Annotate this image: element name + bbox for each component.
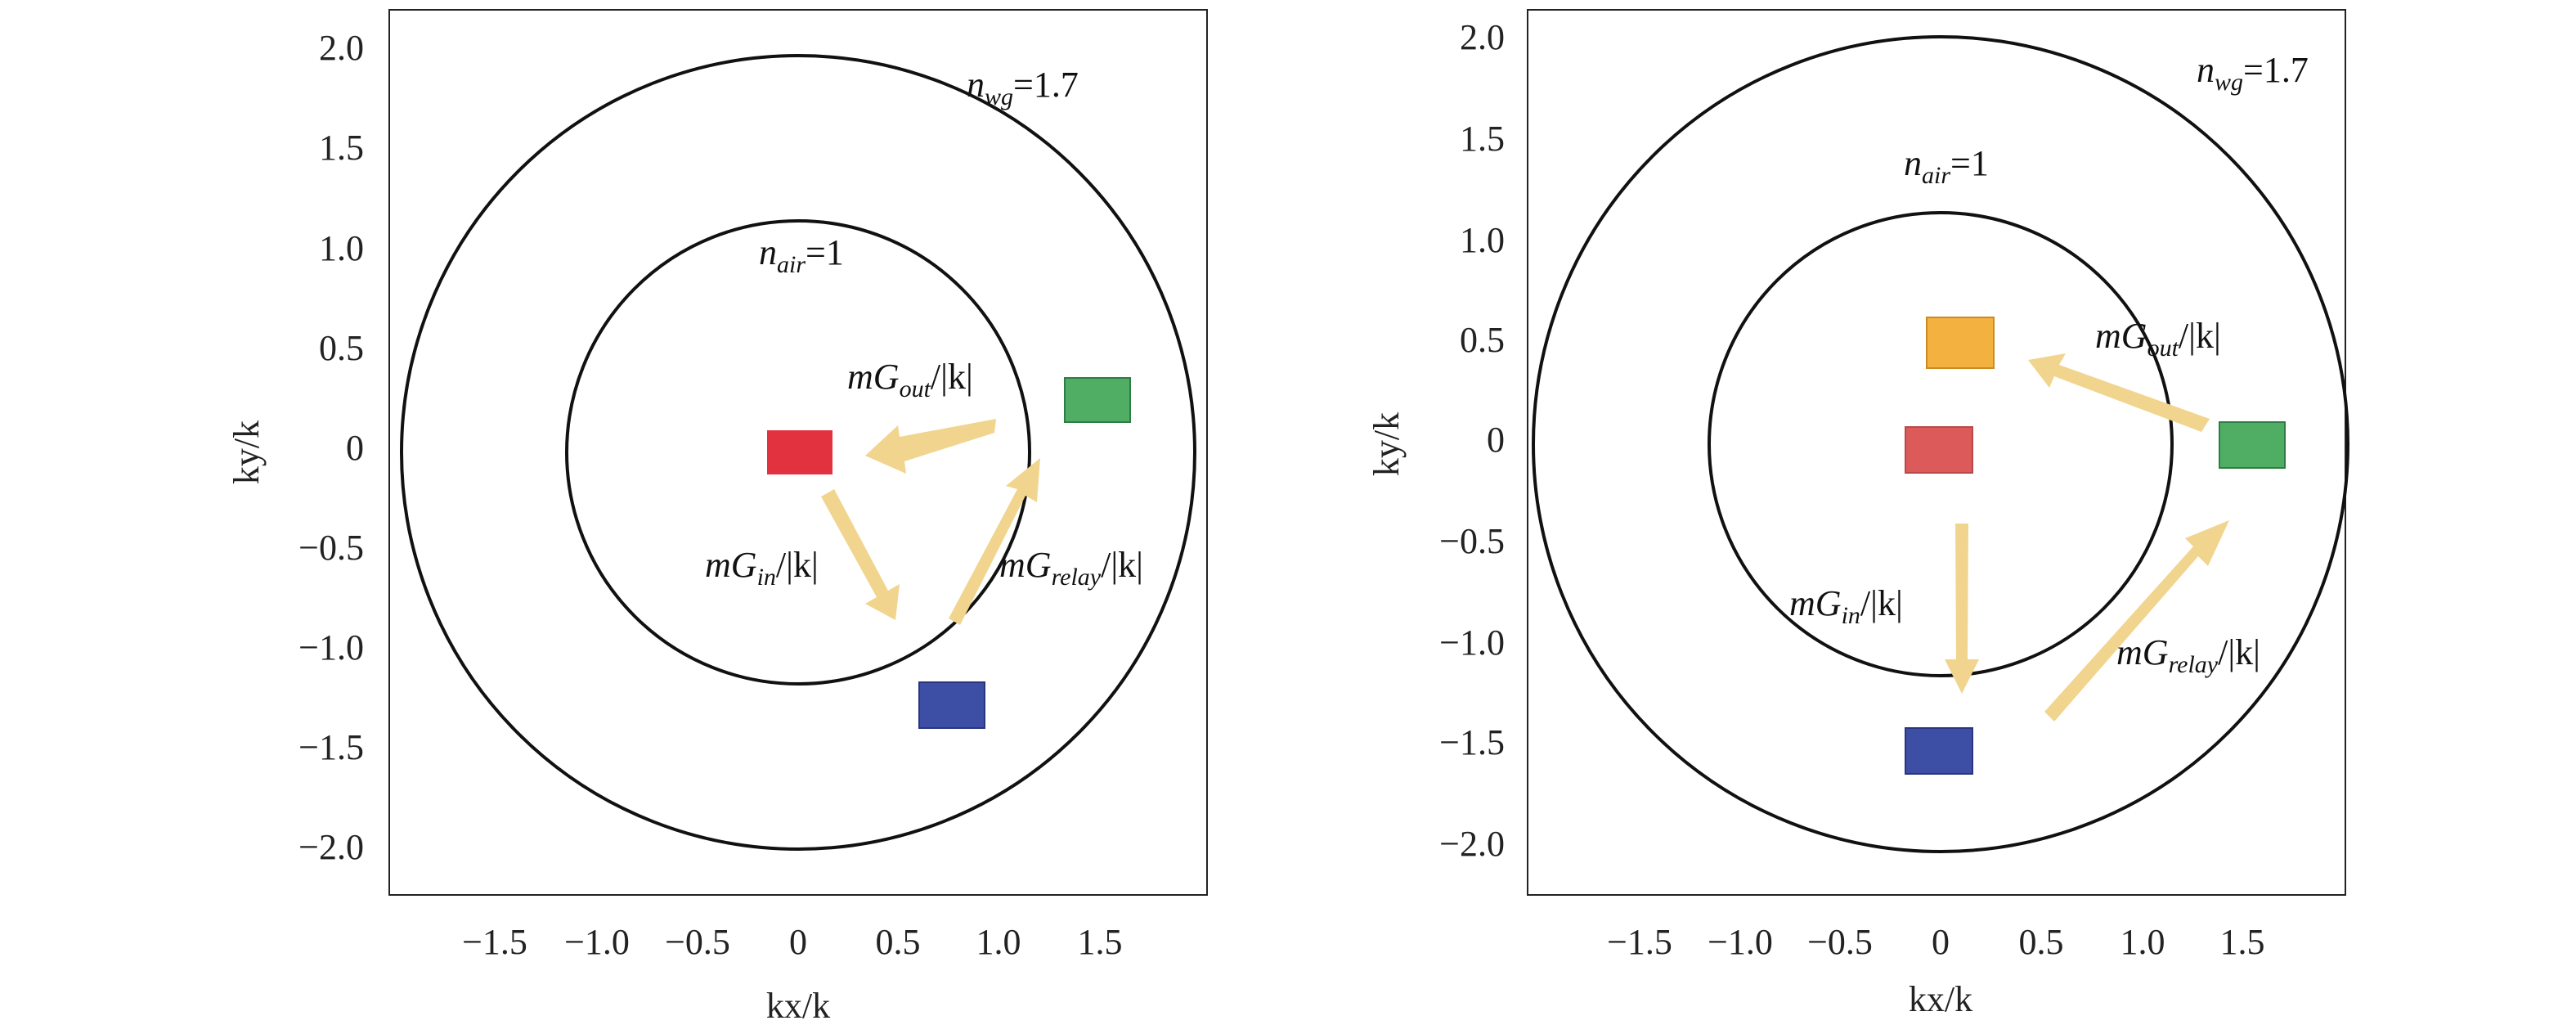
right-circle-wg bbox=[1532, 35, 2349, 853]
left-x-axis-label: kx/k bbox=[766, 986, 830, 1026]
left-circle-wg bbox=[400, 54, 1196, 851]
left-blue-square bbox=[918, 681, 985, 729]
left-y-tick: −0.5 bbox=[298, 528, 364, 568]
right-wg-circle-label: nwg=1.7 bbox=[2197, 50, 2309, 96]
right-panel: 2.0 1.5 1.0 0.5 0 −0.5 −1.0 −1.5 −2.0 −1… bbox=[1367, 9, 2349, 1019]
right-blue-square bbox=[1905, 727, 1973, 775]
left-y-tick: −1.5 bbox=[298, 727, 364, 767]
right-arrows bbox=[1945, 353, 2229, 722]
left-air-circle-label: nair=1 bbox=[759, 232, 844, 278]
left-x-tick: 1.5 bbox=[1078, 922, 1123, 962]
right-x-tick: −1.5 bbox=[1607, 922, 1672, 962]
left-x-tick: 1.0 bbox=[976, 922, 1021, 962]
left-g-relay-label: mGrelay/|k| bbox=[999, 545, 1143, 591]
left-x-tick: −1.0 bbox=[564, 922, 630, 962]
right-x-axis-label: kx/k bbox=[1909, 979, 1972, 1019]
left-circle-air bbox=[565, 219, 1031, 686]
left-y-ticks: 2.0 1.5 1.0 0.5 0 −0.5 −1.0 −1.5 −2.0 bbox=[298, 28, 364, 867]
left-y-tick: −2.0 bbox=[298, 827, 364, 867]
right-g-relay-label: mGrelay/|k| bbox=[2116, 632, 2260, 678]
right-y-ticks: 2.0 1.5 1.0 0.5 0 −0.5 −1.0 −1.5 −2.0 bbox=[1439, 17, 1505, 864]
right-x-tick: 1.5 bbox=[2220, 922, 2265, 962]
right-x-tick: −1.0 bbox=[1708, 922, 1773, 962]
left-arrow-g-in bbox=[821, 489, 900, 620]
right-g-in-label: mGin/|k| bbox=[1789, 583, 1903, 629]
left-green-square bbox=[1064, 377, 1131, 423]
right-green-square bbox=[2219, 421, 2286, 469]
left-arrow-g-relay bbox=[949, 458, 1040, 625]
right-orange-square bbox=[1926, 317, 1995, 369]
right-x-tick: 0.5 bbox=[2019, 922, 2064, 962]
right-plot-frame bbox=[1527, 9, 2346, 896]
left-y-tick: 0.5 bbox=[319, 328, 364, 368]
left-x-tick: −0.5 bbox=[665, 922, 730, 962]
right-squares bbox=[1905, 317, 2286, 775]
right-air-circle-label: nair=1 bbox=[1904, 143, 1989, 189]
left-y-tick: 2.0 bbox=[319, 28, 364, 68]
left-y-tick: 1.5 bbox=[319, 128, 364, 168]
left-wg-circle-label: nwg=1.7 bbox=[967, 65, 1079, 110]
right-g-out-label: mGout/|k| bbox=[2095, 316, 2221, 362]
left-y-axis-label: ky/k bbox=[227, 420, 267, 484]
left-red-square bbox=[767, 430, 832, 474]
right-y-tick: 2.0 bbox=[1460, 17, 1505, 57]
right-arrow-g-in bbox=[1945, 524, 1979, 694]
right-arrow-g-out bbox=[2028, 353, 2210, 432]
left-arrows bbox=[821, 419, 1040, 625]
left-g-in-label: mGin/|k| bbox=[705, 545, 819, 591]
left-plot-frame bbox=[388, 9, 1208, 896]
right-y-tick: 1.0 bbox=[1460, 220, 1505, 260]
left-x-ticks: −1.5 −1.0 −0.5 0 0.5 1.0 1.5 bbox=[462, 922, 1122, 962]
right-y-tick: −1.0 bbox=[1439, 623, 1505, 663]
left-y-tick: 1.0 bbox=[319, 228, 364, 268]
right-y-axis-label: ky/k bbox=[1367, 412, 1407, 476]
right-x-tick: 0 bbox=[1932, 922, 1950, 962]
right-x-tick: 1.0 bbox=[2120, 922, 2165, 962]
right-y-tick: −2.0 bbox=[1439, 824, 1505, 864]
left-y-tick: 0 bbox=[346, 428, 364, 468]
right-y-tick: 1.5 bbox=[1460, 119, 1505, 159]
right-y-tick: −0.5 bbox=[1439, 521, 1505, 561]
right-red-square bbox=[1905, 426, 1973, 474]
left-arrow-g-out bbox=[865, 419, 996, 474]
left-g-out-label: mGout/|k| bbox=[847, 357, 973, 402]
right-circle-air bbox=[1708, 211, 2174, 677]
right-arrow-g-relay bbox=[2044, 520, 2229, 722]
right-y-tick: −1.5 bbox=[1439, 722, 1505, 762]
left-x-tick: 0.5 bbox=[876, 922, 921, 962]
right-y-tick: 0.5 bbox=[1460, 320, 1505, 360]
left-squares bbox=[767, 377, 1131, 729]
right-x-tick: −0.5 bbox=[1807, 922, 1873, 962]
right-y-tick: 0 bbox=[1487, 420, 1505, 460]
left-x-tick: 0 bbox=[789, 922, 807, 962]
left-panel: 2.0 1.5 1.0 0.5 0 −0.5 −1.0 −1.5 −2.0 −1… bbox=[227, 9, 1208, 1026]
left-y-tick: −1.0 bbox=[298, 627, 364, 668]
left-x-tick: −1.5 bbox=[462, 922, 527, 962]
right-x-ticks: −1.5 −1.0 −0.5 0 0.5 1.0 1.5 bbox=[1607, 922, 2264, 962]
